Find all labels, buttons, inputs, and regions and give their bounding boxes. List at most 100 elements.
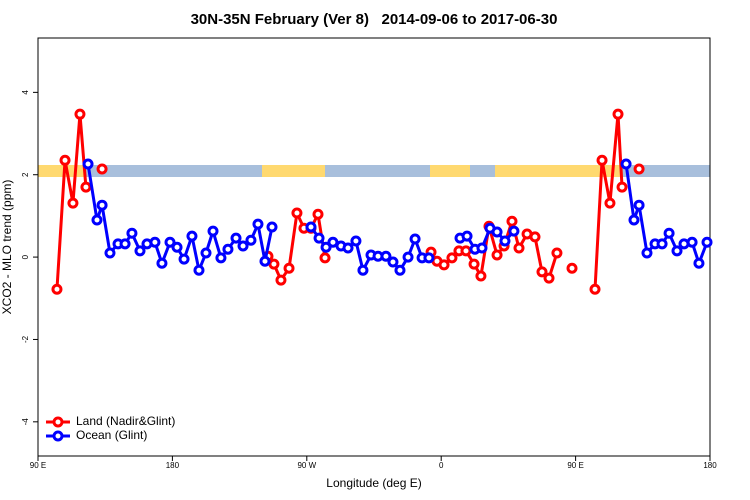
data-point xyxy=(529,231,541,243)
data-point xyxy=(357,264,369,276)
data-point xyxy=(230,232,242,244)
series-line xyxy=(266,207,327,284)
data-point xyxy=(291,207,303,219)
data-point xyxy=(633,163,645,175)
data-point xyxy=(119,238,131,250)
y-axis-label: XCO2 - MLO trend (ppm) xyxy=(0,180,14,315)
y-tick-label: 4 xyxy=(21,90,30,95)
data-point xyxy=(186,230,198,242)
data-point xyxy=(200,247,212,259)
data-point xyxy=(508,225,520,237)
data-point xyxy=(96,163,108,175)
data-point xyxy=(193,264,205,276)
legend-marker xyxy=(52,416,64,428)
data-point xyxy=(461,230,473,242)
data-point xyxy=(96,199,108,211)
data-point xyxy=(91,214,103,226)
data-point xyxy=(245,234,257,246)
data-point xyxy=(612,108,624,120)
data-point xyxy=(171,241,183,253)
chart-title: 30N-35N February (Ver 8) 2014-09-06 to 2… xyxy=(191,11,558,28)
x-tick-label: 90 E xyxy=(30,461,46,470)
data-point xyxy=(380,250,392,262)
data-point xyxy=(566,262,578,274)
data-point xyxy=(475,270,487,282)
x-tick-label: 180 xyxy=(703,461,717,470)
data-point xyxy=(536,266,548,278)
land-band xyxy=(495,165,620,177)
data-point xyxy=(104,247,116,259)
data-point xyxy=(671,245,683,257)
data-point xyxy=(701,236,713,248)
data-point xyxy=(423,252,435,264)
data-point xyxy=(491,249,503,261)
data-point xyxy=(616,181,628,193)
data-point xyxy=(80,181,92,193)
data-point xyxy=(312,208,324,220)
y-tick-label: -2 xyxy=(21,335,30,343)
data-point xyxy=(51,283,63,295)
data-point xyxy=(59,154,71,166)
data-point xyxy=(663,227,675,239)
x-tick-label: 90 W xyxy=(297,461,316,470)
data-point xyxy=(320,241,332,253)
data-point xyxy=(589,283,601,295)
data-point xyxy=(633,199,645,211)
data-point xyxy=(551,247,563,259)
data-point xyxy=(641,247,653,259)
data-point xyxy=(207,225,219,237)
x-tick-label: 0 xyxy=(439,461,444,470)
data-point xyxy=(513,242,525,254)
data-point xyxy=(656,238,668,250)
data-point xyxy=(266,221,278,233)
data-point xyxy=(126,227,138,239)
data-point xyxy=(604,197,616,209)
data-point xyxy=(394,264,406,276)
data-point xyxy=(350,235,362,247)
data-point xyxy=(476,242,488,254)
data-point xyxy=(164,236,176,248)
data-point xyxy=(693,257,705,269)
data-point xyxy=(628,214,640,226)
legend-marker xyxy=(52,430,64,442)
land-band xyxy=(38,165,86,177)
data-point xyxy=(252,218,264,230)
data-point xyxy=(620,158,632,170)
series-line xyxy=(86,163,274,276)
x-tick-label: 180 xyxy=(166,461,180,470)
data-point xyxy=(156,257,168,269)
data-point xyxy=(237,240,249,252)
land-band xyxy=(430,165,470,177)
data-point xyxy=(468,258,480,270)
data-point xyxy=(543,272,555,284)
surface-band xyxy=(38,165,710,177)
data-point xyxy=(491,226,503,238)
data-point xyxy=(67,197,79,209)
data-point xyxy=(506,215,518,227)
x-tick-label: 90 E xyxy=(567,461,583,470)
data-point xyxy=(74,108,86,120)
y-tick-label: -4 xyxy=(21,418,30,426)
data-point xyxy=(215,252,227,264)
data-point xyxy=(305,221,317,233)
data-point xyxy=(149,236,161,248)
data-point xyxy=(409,233,421,245)
data-point xyxy=(319,252,331,264)
land-band xyxy=(262,165,325,177)
data-point xyxy=(313,232,325,244)
data-point xyxy=(82,158,94,170)
data-point xyxy=(460,245,472,257)
data-point xyxy=(259,255,271,267)
y-tick-label: 2 xyxy=(21,172,30,177)
x-axis-label: Longitude (deg E) xyxy=(326,476,421,490)
legend-label: Ocean (Glint) xyxy=(76,428,147,442)
data-point xyxy=(283,262,295,274)
data-point xyxy=(342,242,354,254)
data-point xyxy=(402,251,414,263)
data-point xyxy=(134,245,146,257)
data-point xyxy=(178,253,190,265)
data-point xyxy=(596,154,608,166)
data-point xyxy=(268,258,280,270)
y-tick-label: 0 xyxy=(21,254,30,259)
